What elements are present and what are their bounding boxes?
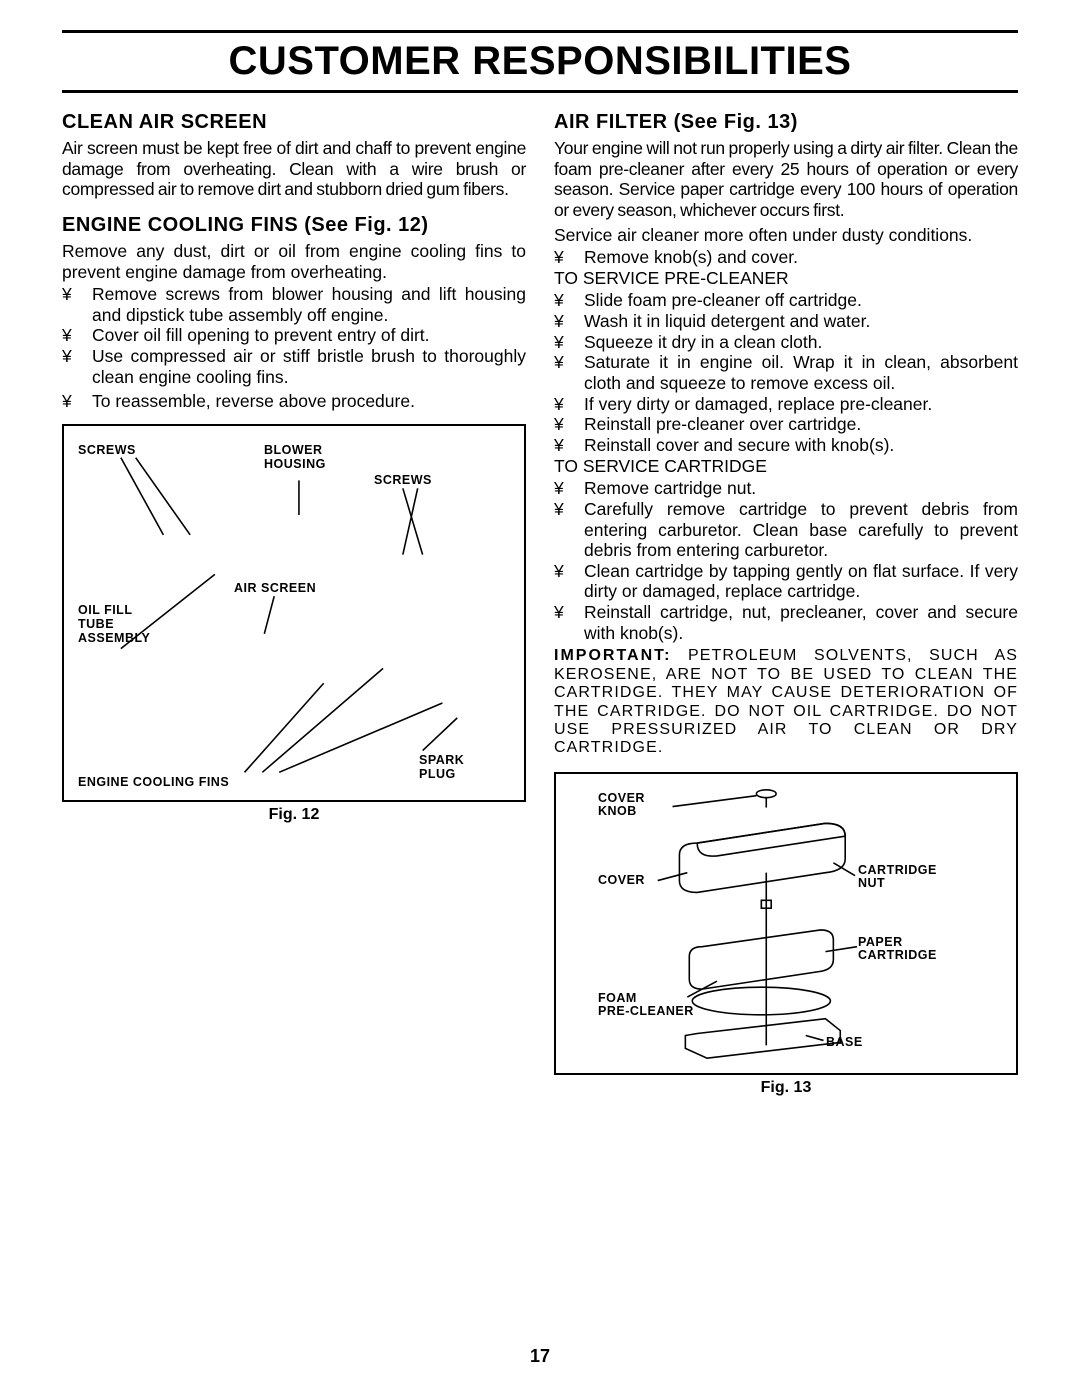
fig13-label-cover-knob: COVER KNOB xyxy=(598,792,645,820)
list-item: Remove cartridge nut. xyxy=(554,478,1018,499)
fig13-label-foam: FOAM PRE-CLEANER xyxy=(598,992,694,1020)
engine-cooling-fins-heading: ENGINE COOLING FINS (See Fig. 12) xyxy=(62,214,526,237)
clean-air-screen-body: Air screen must be kept free of dirt and… xyxy=(62,138,526,200)
list-item: To reassemble, reverse above procedure. xyxy=(62,391,526,412)
list-item: Saturate it in engine oil. Wrap it in cl… xyxy=(554,352,1018,393)
air-filter-list1: Remove knob(s) and cover. xyxy=(554,247,1018,268)
engine-cooling-fins-body: Remove any dust, dirt or oil from engine… xyxy=(62,241,526,282)
left-column: CLEAN AIR SCREEN Air screen must be kept… xyxy=(62,103,526,1097)
air-filter-list2: Slide foam pre-cleaner off cartridge. Wa… xyxy=(554,290,1018,455)
right-column: AIR FILTER (See Fig. 13) Your engine wil… xyxy=(554,103,1018,1097)
air-filter-line1: Service air cleaner more often under dus… xyxy=(554,225,1018,246)
fig13-box: COVER KNOB COVER CARTRIDGE NUT PAPER CAR… xyxy=(554,772,1018,1075)
list-item: Slide foam pre-cleaner off cartridge. xyxy=(554,290,1018,311)
fig13-label-cover: COVER xyxy=(598,874,645,888)
important-note: IMPORTANT: PETROLEUM SOLVENTS, SUCH AS K… xyxy=(554,647,1018,757)
list-item: Reinstall cover and secure with knob(s). xyxy=(554,435,1018,456)
fig13-caption: Fig. 13 xyxy=(554,1079,1018,1097)
list-item: Clean cartridge by tapping gently on fla… xyxy=(554,561,1018,602)
air-filter-heading: AIR FILTER (See Fig. 13) xyxy=(554,111,1018,134)
list-item: Remove screws from blower housing and li… xyxy=(62,284,526,325)
fig12-label-air-screen: AIR SCREEN xyxy=(234,582,316,596)
engine-cooling-fins-list: Remove screws from blower housing and li… xyxy=(62,284,526,412)
fig12-label-ecf: ENGINE COOLING FINS xyxy=(78,776,229,790)
fig13-label-paper: PAPER CARTRIDGE xyxy=(858,936,937,964)
fig12-label-spark: SPARK PLUG xyxy=(419,754,464,782)
list-item: Remove knob(s) and cover. xyxy=(554,247,1018,268)
sub-cartridge: TO SERVICE CARTRIDGE xyxy=(554,456,1018,477)
page-title: CUSTOMER RESPONSIBILITIES xyxy=(62,33,1018,90)
list-item: Reinstall pre-cleaner over cartridge. xyxy=(554,414,1018,435)
list-item: If very dirty or damaged, replace pre-cl… xyxy=(554,394,1018,415)
fig12-label-blower: BLOWER HOUSING xyxy=(264,444,326,472)
list-item: Wash it in liquid detergent and water. xyxy=(554,311,1018,332)
list-item: Carefully remove cartridge to prevent de… xyxy=(554,499,1018,561)
fig13-label-base: BASE xyxy=(826,1036,863,1050)
list-item: Use compressed air or stiff bristle brus… xyxy=(62,346,526,387)
fig12-label-oil-fill: OIL FILL TUBE ASSEMBLY xyxy=(78,604,150,645)
sub-precleaner: TO SERVICE PRE-CLEANER xyxy=(554,268,1018,289)
page-number: 17 xyxy=(0,1346,1080,1367)
important-lead: IMPORTANT: xyxy=(554,647,671,664)
air-filter-list3: Remove cartridge nut. Carefully remove c… xyxy=(554,478,1018,643)
fig13-label-cart-nut: CARTRIDGE NUT xyxy=(858,864,937,892)
columns: CLEAN AIR SCREEN Air screen must be kept… xyxy=(62,103,1018,1097)
list-item: Squeeze it dry in a clean cloth. xyxy=(554,332,1018,353)
fig12-label-screws1: SCREWS xyxy=(78,444,136,458)
clean-air-screen-heading: CLEAN AIR SCREEN xyxy=(62,111,526,134)
fig12-caption: Fig. 12 xyxy=(62,806,526,824)
fig12-label-screws2: SCREWS xyxy=(374,474,432,488)
bottom-rule xyxy=(62,90,1018,93)
air-filter-body: Your engine will not run properly using … xyxy=(554,138,1018,221)
fig12-box: SCREWS BLOWER HOUSING SCREWS AIR SCREEN … xyxy=(62,424,526,802)
list-item: Cover oil fill opening to prevent entry … xyxy=(62,325,526,346)
list-item: Reinstall cartridge, nut, precleaner, co… xyxy=(554,602,1018,643)
